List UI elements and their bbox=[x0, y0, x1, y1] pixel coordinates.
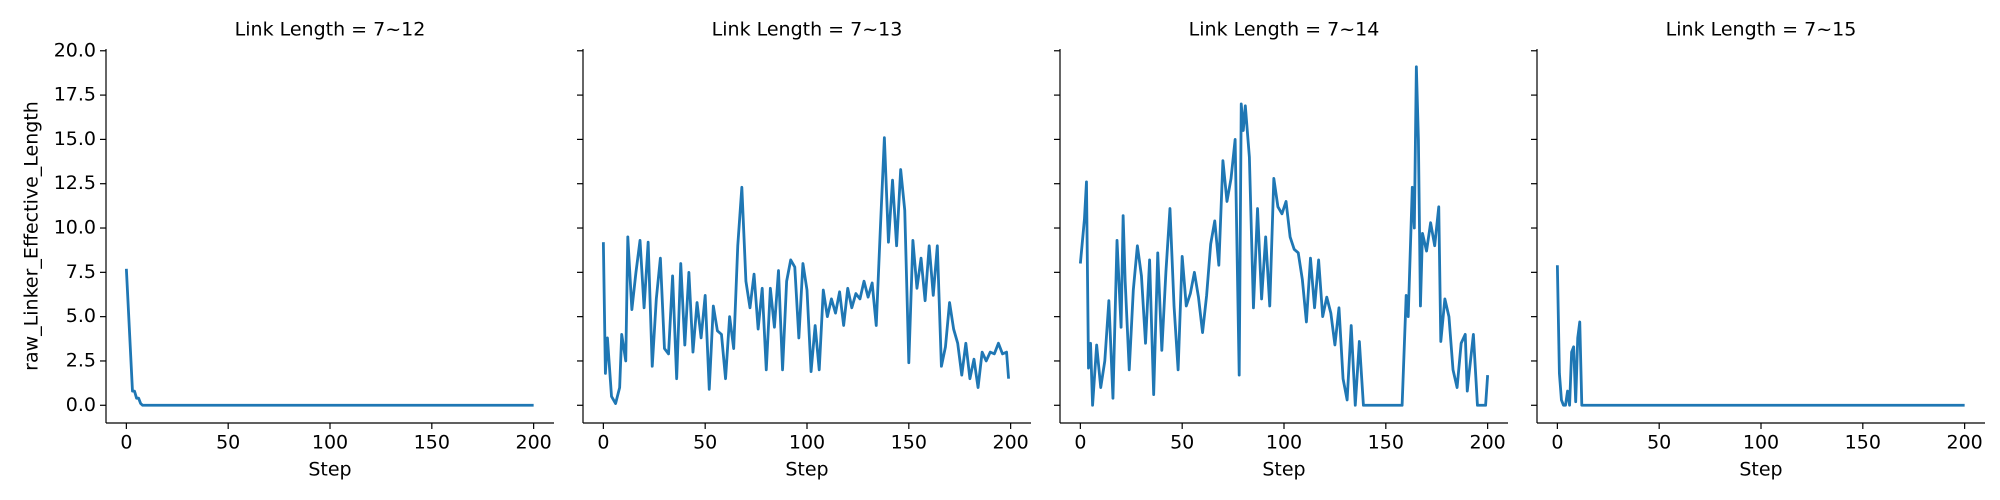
data-line bbox=[1555, 265, 1965, 407]
x-tick-label: 100 bbox=[789, 432, 825, 454]
panel-title: Link Length = 7~15 bbox=[1666, 19, 1857, 41]
x-tick-label: 150 bbox=[1845, 432, 1881, 454]
data-line bbox=[601, 136, 1010, 405]
x-tick-label: 200 bbox=[1947, 432, 1983, 454]
x-tick-label: 100 bbox=[1266, 432, 1302, 454]
y-tick-label: 12.5 bbox=[54, 172, 96, 194]
x-tick-label: 0 bbox=[1551, 432, 1563, 454]
x-tick-label: 100 bbox=[1743, 432, 1779, 454]
x-tick-label: 50 bbox=[693, 432, 717, 454]
x-tick-label: 50 bbox=[216, 432, 240, 454]
x-tick-label: 200 bbox=[993, 432, 1029, 454]
x-axis-label: Step bbox=[1262, 459, 1305, 481]
panel-title: Link Length = 7~13 bbox=[712, 19, 903, 41]
x-tick-label: 200 bbox=[516, 432, 552, 454]
y-tick-label: 2.5 bbox=[66, 349, 96, 371]
y-axis-label: raw_Linker_Effective_Length bbox=[21, 101, 43, 371]
y-tick-label: 5.0 bbox=[66, 305, 96, 327]
data-line bbox=[124, 268, 534, 407]
x-tick-label: 50 bbox=[1647, 432, 1671, 454]
data-line bbox=[1078, 65, 1490, 407]
y-tick-label: 10.0 bbox=[54, 217, 96, 239]
y-tick-label: 7.5 bbox=[66, 261, 96, 283]
x-axis-label: Step bbox=[1739, 459, 1782, 481]
x-tick-label: 100 bbox=[312, 432, 348, 454]
y-tick-label: 20.0 bbox=[54, 39, 96, 61]
x-tick-label: 50 bbox=[1170, 432, 1194, 454]
y-tick-label: 15.0 bbox=[54, 128, 96, 150]
x-tick-label: 150 bbox=[414, 432, 450, 454]
x-tick-label: 200 bbox=[1470, 432, 1506, 454]
x-tick-label: 150 bbox=[891, 432, 927, 454]
x-axis-label: Step bbox=[785, 459, 828, 481]
panel-title: Link Length = 7~12 bbox=[235, 19, 426, 41]
panel-title: Link Length = 7~14 bbox=[1189, 19, 1380, 41]
x-axis-label: Step bbox=[308, 459, 351, 481]
x-tick-label: 0 bbox=[597, 432, 609, 454]
x-tick-label: 0 bbox=[120, 432, 132, 454]
x-tick-label: 150 bbox=[1368, 432, 1404, 454]
x-tick-label: 0 bbox=[1074, 432, 1086, 454]
y-tick-label: 17.5 bbox=[54, 84, 96, 106]
y-tick-label: 0.0 bbox=[66, 394, 96, 416]
